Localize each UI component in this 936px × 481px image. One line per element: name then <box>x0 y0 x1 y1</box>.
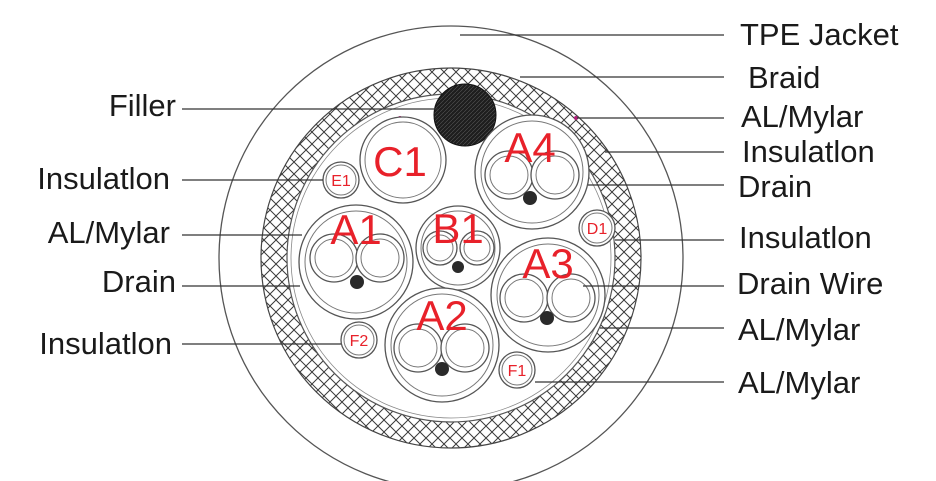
single-f2: F2 <box>340 321 378 359</box>
f2-label: F2 <box>350 333 369 350</box>
cable-a1: A1 <box>298 204 414 320</box>
cable-a4: A4 <box>474 114 590 230</box>
d1-label: D1 <box>587 221 608 238</box>
marker-dot <box>574 116 578 120</box>
label-drain-left: Drain <box>102 264 176 299</box>
cable-b1: B1 <box>415 205 501 291</box>
a4-label: A4 <box>504 124 555 171</box>
a1-label: A1 <box>330 206 381 253</box>
f1-label: F1 <box>508 363 527 380</box>
single-e1: E1 <box>322 161 360 199</box>
c1-label: C1 <box>373 138 427 185</box>
label-insulation-right-2: Insulatlon <box>739 220 872 255</box>
label-tpe-jacket: TPE Jacket <box>740 17 899 52</box>
label-al-mylar-left: AL/Mylar <box>48 215 170 250</box>
label-drain-wire: Drain Wire <box>737 266 883 301</box>
label-al-mylar-top: AL/Mylar <box>741 99 863 134</box>
cable-a3: A3 <box>490 237 606 353</box>
label-braid: Braid <box>748 60 820 95</box>
cable-a2: A2 <box>384 287 500 403</box>
cable-c1: C1 <box>359 116 447 204</box>
e1-label: E1 <box>331 173 351 190</box>
label-drain-right: Drain <box>738 169 812 204</box>
label-insulation-left-2: Insulatlon <box>39 326 172 361</box>
label-al-mylar-right-1: AL/Mylar <box>738 312 860 347</box>
label-filler: Filler <box>109 88 176 123</box>
a3-label: A3 <box>522 240 573 287</box>
single-f1: F1 <box>498 351 536 389</box>
label-insulation-left-1: Insulatlon <box>37 161 170 196</box>
label-al-mylar-right-2: AL/Mylar <box>738 365 860 400</box>
a2-label: A2 <box>416 292 467 339</box>
single-d1: D1 <box>578 209 616 247</box>
filler <box>433 83 497 147</box>
b1-label: B1 <box>432 205 483 252</box>
label-insulation-right-1: Insulatlon <box>742 134 875 169</box>
